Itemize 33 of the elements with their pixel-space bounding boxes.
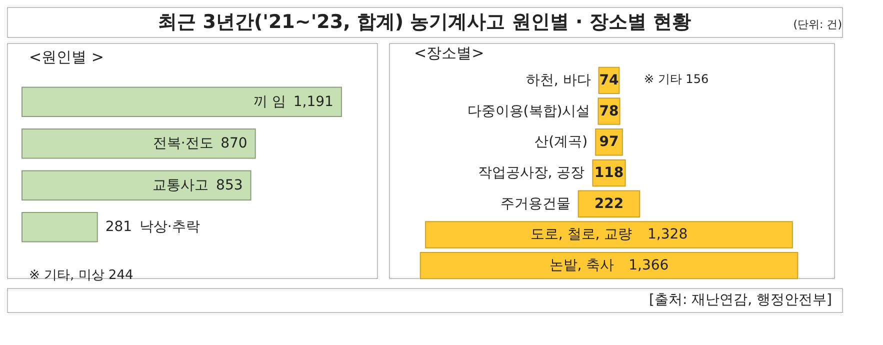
data-label: 870 bbox=[220, 136, 248, 152]
category-label: 논밭, 축사 bbox=[549, 258, 614, 274]
category-label: 하천, 바다 bbox=[526, 72, 591, 88]
data-label: 853 bbox=[216, 177, 243, 194]
data-label: 1,328 bbox=[648, 226, 688, 243]
text: [출처: 재난연감, 행정안전부] bbox=[649, 292, 832, 308]
y-tick-label: 전복·전도 bbox=[152, 136, 214, 152]
data-label: 74 bbox=[599, 72, 619, 88]
y-tick-label: 낙상·추락 bbox=[139, 219, 200, 236]
bar bbox=[22, 170, 252, 200]
data-label: 281 bbox=[105, 219, 132, 236]
category-label: 주거용건물 bbox=[500, 196, 570, 212]
data-label: 1,366 bbox=[628, 258, 669, 274]
category-label: 다중이용(복합)시설 bbox=[467, 103, 590, 120]
bar bbox=[22, 86, 342, 117]
text: ※ 기타 156 bbox=[644, 72, 709, 86]
data-label: 222 bbox=[594, 196, 624, 212]
category-label: 작업공사장, 공장 bbox=[478, 165, 585, 181]
text: <장소별> bbox=[414, 44, 484, 62]
category-label: 도로, 철로, 교량 bbox=[530, 226, 632, 243]
data-label: 118 bbox=[594, 165, 624, 181]
data-label: 78 bbox=[599, 103, 619, 120]
text: ※ 기타, 미상 244 bbox=[29, 268, 134, 283]
chart-subtitle: <원인별 > bbox=[29, 48, 104, 66]
y-tick-label: 끼 임 bbox=[253, 94, 286, 110]
bar bbox=[22, 128, 256, 159]
data-label: 97 bbox=[599, 134, 619, 150]
bar bbox=[22, 212, 98, 242]
data-label: 1,191 bbox=[293, 94, 334, 110]
y-tick-label: 교통사고 bbox=[152, 177, 209, 194]
text: 최근 3년간('21~'23, 합계) 농기계사고 원인별 · 장소별 현황 bbox=[158, 11, 691, 33]
text: (단위: 건) bbox=[793, 18, 842, 31]
category-label: 산(계곡) bbox=[534, 134, 588, 150]
